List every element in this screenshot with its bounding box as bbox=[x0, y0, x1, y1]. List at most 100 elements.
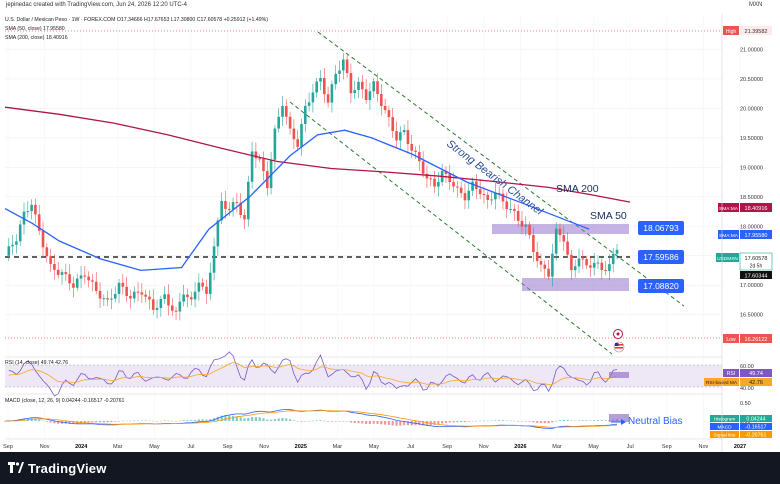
rsi-line bbox=[8, 351, 618, 397]
macd-bar bbox=[437, 421, 440, 425]
macd-bar bbox=[68, 421, 71, 424]
macd-bar bbox=[281, 417, 284, 421]
rsi-pane[interactable]: 60.00 40.00 RSI 49.74 RSI-based MA 42.76 bbox=[5, 351, 772, 397]
candle-body bbox=[201, 282, 204, 287]
macd-bar bbox=[136, 420, 140, 421]
candle-body bbox=[243, 215, 246, 220]
support-box bbox=[522, 278, 629, 291]
macd-bar bbox=[304, 421, 307, 422]
macd-bar bbox=[300, 421, 303, 422]
candle-body bbox=[589, 265, 592, 268]
macd-bar bbox=[79, 421, 83, 424]
macd-bar bbox=[193, 419, 197, 421]
macd-bar bbox=[95, 421, 98, 423]
signal-line bbox=[5, 410, 618, 428]
rsi-box bbox=[609, 372, 629, 378]
candle-body bbox=[535, 252, 539, 262]
candle-body bbox=[380, 93, 383, 106]
candle-body bbox=[300, 123, 303, 147]
candle-body bbox=[178, 301, 182, 312]
candle-body bbox=[543, 264, 547, 269]
candle-body bbox=[376, 81, 379, 94]
macd-bar bbox=[376, 421, 379, 424]
credit-line: jepinedac created with TradingView.com, … bbox=[6, 2, 187, 8]
candle-body bbox=[170, 305, 174, 311]
svg-text:USDMXN: USDMXN bbox=[717, 256, 738, 262]
candle-body bbox=[22, 211, 26, 225]
candle-body bbox=[592, 262, 596, 268]
brand-name: TradingView bbox=[28, 461, 107, 476]
macd-bar bbox=[311, 420, 315, 422]
macd-bar bbox=[220, 415, 223, 421]
macd-bar bbox=[460, 421, 463, 423]
tag-signal: Signal line -0.20761 bbox=[710, 431, 772, 439]
candle-body bbox=[615, 249, 619, 254]
candle-body bbox=[315, 81, 319, 93]
macd-pane[interactable]: Neutral Bias 0.50 0.00 Histogram 0.04244… bbox=[3, 393, 772, 439]
macd-bar bbox=[566, 419, 569, 421]
macd-bar bbox=[600, 420, 603, 421]
macd-bar bbox=[171, 420, 174, 422]
candle-body bbox=[467, 190, 471, 201]
candle-body bbox=[452, 182, 455, 187]
candle-body bbox=[357, 81, 360, 90]
candle-body bbox=[433, 178, 436, 187]
price-tick-label: 17.00000 bbox=[740, 283, 763, 289]
svg-text:17.60344: 17.60344 bbox=[745, 274, 768, 280]
price-tick-label: 19.00000 bbox=[740, 165, 763, 171]
macd-bar bbox=[235, 416, 238, 421]
candle-body bbox=[163, 294, 166, 299]
price-tick-label: 20.00000 bbox=[740, 106, 763, 112]
flag-icon[interactable] bbox=[613, 341, 625, 353]
candle-body bbox=[262, 158, 265, 172]
rsi-tick: 60.00 bbox=[740, 364, 754, 370]
candle-body bbox=[448, 173, 452, 183]
candle-body bbox=[250, 151, 254, 182]
macd-bar bbox=[307, 421, 311, 422]
macd-bar bbox=[456, 421, 459, 423]
candle-body bbox=[372, 81, 376, 92]
candle-body bbox=[273, 128, 277, 160]
macd-bar bbox=[444, 421, 448, 423]
macd-bar bbox=[498, 420, 501, 421]
candle-body bbox=[254, 151, 258, 159]
candle-body bbox=[208, 272, 212, 294]
candle-body bbox=[284, 106, 288, 117]
candle-body bbox=[604, 269, 607, 272]
macd-bar bbox=[182, 420, 185, 421]
time-axis[interactable]: Sep Nov 2024 Mar May Jul Sep Nov 2025 Mar May Jul Se… bbox=[3, 444, 746, 450]
macd-bar bbox=[387, 421, 391, 425]
macd-bar bbox=[585, 420, 588, 421]
candle-body bbox=[558, 228, 562, 236]
level-label-mid: 17.59586 bbox=[638, 250, 684, 264]
time-tick-label: 2024 bbox=[75, 444, 88, 450]
tag-macd: MACD -0.16517 bbox=[710, 423, 772, 431]
candle-body bbox=[406, 130, 410, 145]
time-tick-label: Jul bbox=[187, 444, 194, 450]
macd-bar bbox=[539, 421, 543, 424]
price-chart[interactable]: Strong Bearish Channel SMA 200 SMA 50 18… bbox=[0, 10, 780, 452]
macd-bar bbox=[296, 421, 299, 422]
macd-bar bbox=[125, 420, 128, 422]
svg-text:18.06793: 18.06793 bbox=[643, 223, 679, 233]
macd-bar bbox=[117, 421, 121, 422]
sma200-label: SMA 200 bbox=[556, 183, 599, 195]
event-icon[interactable] bbox=[613, 329, 623, 339]
candle-body bbox=[132, 291, 136, 299]
candle-body bbox=[330, 84, 334, 103]
svg-text:2d 5h: 2d 5h bbox=[750, 264, 763, 270]
macd-bar bbox=[87, 421, 90, 423]
svg-text:16.26122: 16.26122 bbox=[745, 337, 768, 343]
macd-bar bbox=[406, 421, 410, 426]
tradingview-logo-icon bbox=[8, 462, 24, 473]
candle-body bbox=[34, 204, 37, 215]
svg-text:High: High bbox=[726, 29, 737, 35]
macd-bar bbox=[448, 421, 451, 423]
time-tick-label: Sep bbox=[3, 444, 13, 450]
candle-body bbox=[30, 204, 33, 212]
macd-bar bbox=[368, 421, 372, 425]
candle-body bbox=[125, 286, 128, 296]
time-tick-label: Sep bbox=[442, 444, 452, 450]
candle-body bbox=[216, 220, 220, 247]
macd-bar bbox=[114, 421, 117, 422]
